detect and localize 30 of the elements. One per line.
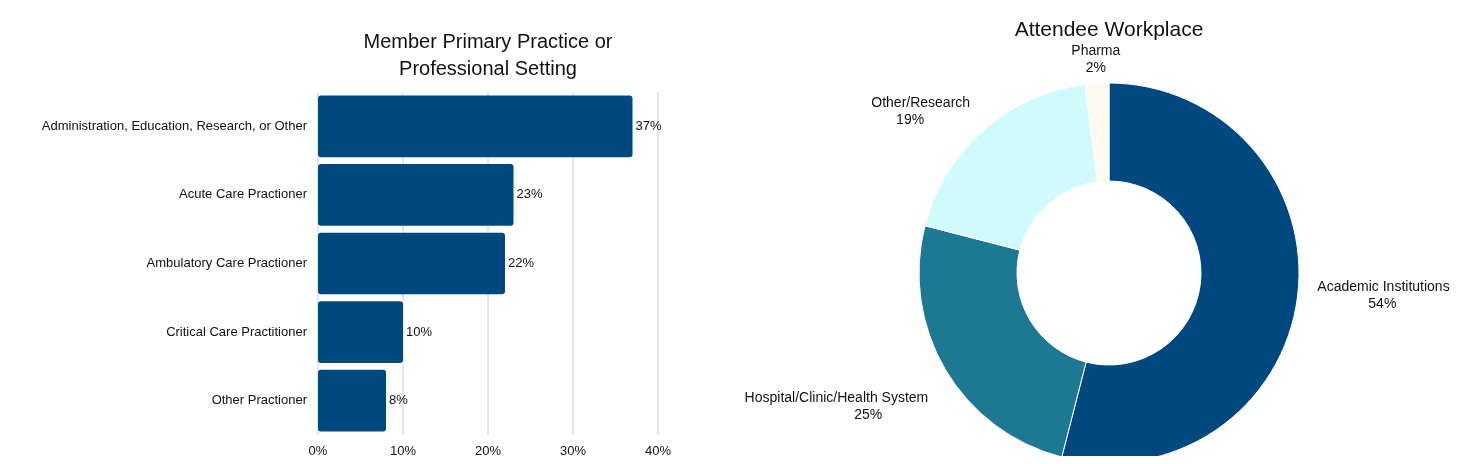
- bar: [318, 301, 403, 363]
- data-label: 54%: [1368, 295, 1397, 312]
- data-label: 19%: [896, 111, 925, 128]
- y-tick-label: Other Practioner: [211, 392, 308, 408]
- x-tick-label: 20%: [474, 443, 502, 458]
- data-label: 10%: [406, 323, 433, 339]
- data-label: 37%: [635, 117, 662, 133]
- x-tick-label: 0%: [308, 443, 328, 458]
- bar: [318, 95, 633, 158]
- slice-label: Academic Institutions: [1317, 278, 1450, 295]
- bar: [318, 232, 505, 295]
- x-tick-label: 10%: [389, 443, 417, 458]
- data-label: 22%: [508, 254, 535, 270]
- slice-label: Pharma: [1071, 42, 1121, 59]
- chart-title: Member Primary Practice or Professional Setting: [363, 30, 613, 79]
- slice-label: Other/Research: [871, 94, 971, 111]
- data-label: 23%: [516, 186, 543, 202]
- slice-label: Hospital/Clinic/Health System: [744, 388, 929, 405]
- data-label: 2%: [1085, 59, 1106, 76]
- data-label: 25%: [854, 405, 883, 422]
- x-tick-label: 30%: [559, 443, 587, 458]
- y-tick-label: Ambulatory Care Practioner: [146, 254, 308, 270]
- bar: [318, 369, 386, 432]
- data-label: 8%: [389, 392, 409, 408]
- x-tick-label: 40%: [644, 443, 672, 458]
- chart-title: Attendee Workplace: [1014, 17, 1204, 40]
- y-tick-label: Administration, Education, Research, or Other: [41, 117, 308, 133]
- bar: [318, 164, 514, 226]
- y-tick-label: Acute Care Practioner: [179, 186, 308, 202]
- y-tick-label: Critical Care Practitioner: [166, 323, 308, 339]
